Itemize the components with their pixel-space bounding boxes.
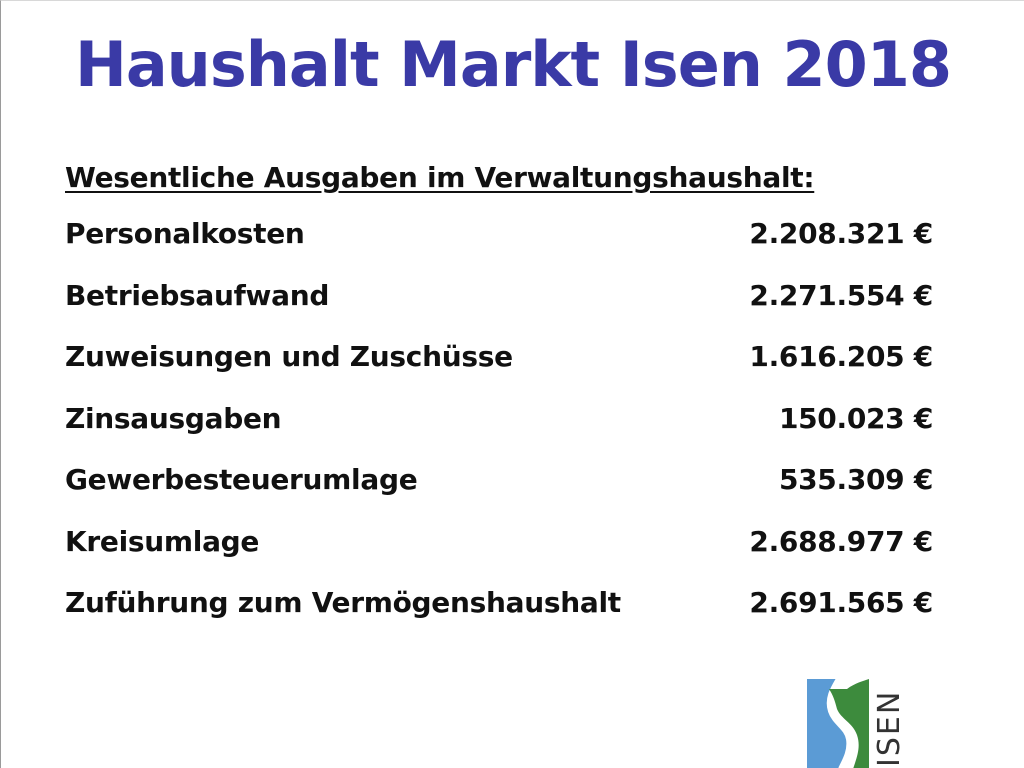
logo-text: ISEN bbox=[872, 690, 907, 767]
item-amount: 1.616.205 € bbox=[749, 340, 933, 373]
item-label: Personalkosten bbox=[65, 217, 305, 250]
list-item: Kreisumlage 2.688.977 € bbox=[65, 525, 933, 587]
page-title: Haushalt Markt Isen 2018 bbox=[74, 28, 952, 101]
list-item: Personalkosten 2.208.321 € bbox=[65, 217, 933, 279]
item-label: Zinsausgaben bbox=[65, 401, 282, 435]
item-amount: 2.691.565 € bbox=[749, 586, 933, 619]
item-label: Betriebsaufwand bbox=[65, 278, 330, 312]
list-item: Zuweisungen und Zuschüsse 1.616.205 € bbox=[65, 340, 933, 402]
item-amount: 535.309 € bbox=[778, 463, 933, 496]
section-heading: Wesentliche Ausgaben im Verwaltungshaush… bbox=[65, 161, 815, 194]
item-label: Kreisumlage bbox=[65, 524, 260, 558]
list-item: Gewerbesteuerumlage 535.309 € bbox=[65, 463, 933, 525]
item-label: Zuführung zum Vermögenshaushalt bbox=[65, 586, 621, 619]
isen-logo-icon: ISEN bbox=[807, 679, 907, 768]
item-label: Gewerbesteuerumlage bbox=[65, 463, 418, 496]
item-amount: 2.688.977 € bbox=[749, 524, 933, 558]
logo-river-curve bbox=[826, 679, 853, 768]
expense-list: Personalkosten 2.208.321 € Betriebsaufwa… bbox=[65, 217, 933, 648]
item-label: Zuweisungen und Zuschüsse bbox=[65, 340, 513, 373]
logo-river-shape bbox=[807, 679, 850, 768]
logo-hill-shape bbox=[829, 679, 869, 768]
list-item: Zuführung zum Vermögenshaushalt 2.691.56… bbox=[65, 586, 933, 648]
list-item: Zinsausgaben 150.023 € bbox=[65, 402, 933, 464]
item-amount: 2.208.321 € bbox=[749, 217, 933, 250]
list-item: Betriebsaufwand 2.271.554 € bbox=[65, 279, 933, 341]
item-amount: 2.271.554 € bbox=[749, 278, 933, 312]
item-amount: 150.023 € bbox=[778, 401, 933, 435]
